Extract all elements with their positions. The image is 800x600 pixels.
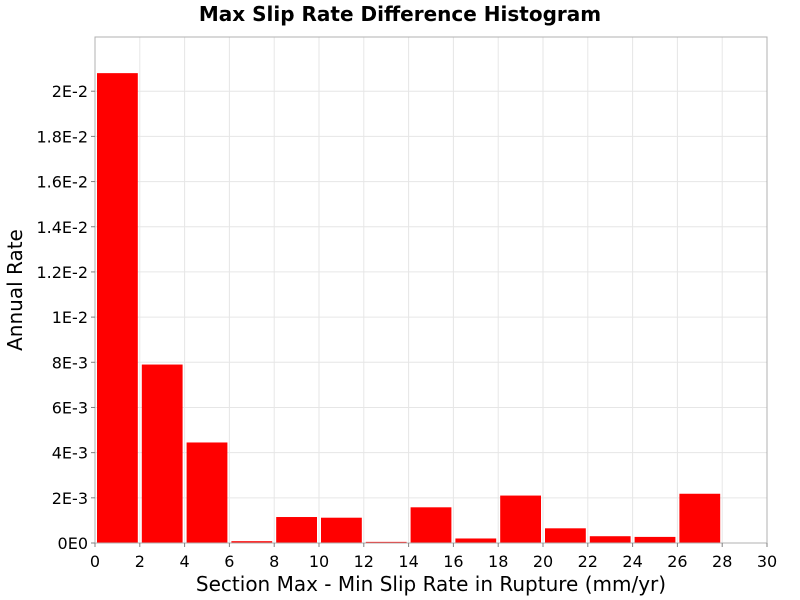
plot-area-frame [94,36,768,544]
histogram-bar [97,73,138,544]
histogram-bar [141,364,183,543]
x-tick-label: 10 [309,552,329,571]
y-tick-label: 1.2E-2 [36,263,88,282]
x-tick-label: 30 [757,552,777,571]
x-tick-label: 12 [354,552,374,571]
grid-lines [94,37,768,544]
x-tick-label: 28 [712,552,732,571]
y-axis-ticks: 0E0 2E-3 4E-3 6E-3 8E-3 1E-2 1.2E-2 1.4E-2 1.6E-… [36,82,95,553]
x-tick-label: 22 [578,552,598,571]
x-tick-label: 4 [180,552,190,571]
histogram-bar [321,517,362,543]
x-tick-label: 26 [667,552,687,571]
y-tick-label: 1E-2 [52,308,88,327]
x-tick-label: 20 [533,552,553,571]
x-axis-label: Section Max - Min Slip Rate in Rupture (… [196,572,666,596]
histogram-bar [276,517,317,543]
y-tick-label: 1.6E-2 [36,173,88,192]
x-tick-label: 16 [443,552,463,571]
y-tick-label: 4E-3 [52,444,88,463]
y-tick-label: 2E-2 [52,82,88,101]
histogram-bar [589,536,631,543]
histogram-bar [186,442,228,543]
histogram-bar [500,495,541,543]
histogram-bar [634,536,676,543]
y-tick-label: 2E-3 [52,489,88,508]
chart-title: Max Slip Rate Difference Histogram [199,2,601,26]
y-tick-label: 6E-3 [52,398,88,417]
histogram-bar [455,538,497,543]
x-tick-label: 6 [224,552,234,571]
histogram-bar [410,507,452,543]
x-tick-label: 8 [269,552,279,571]
x-tick-label: 24 [622,552,642,571]
y-axis-label: Annual Rate [3,229,27,351]
histogram-bar [365,541,407,543]
x-tick-label: 0 [90,552,100,571]
x-tick-label: 14 [398,552,418,571]
histogram-bar [679,493,721,543]
x-axis-ticks: 0 2 4 6 8 10 12 14 16 18 20 22 24 26 28 30 [90,543,777,571]
y-tick-label: 8E-3 [52,353,88,372]
x-tick-label: 2 [135,552,145,571]
y-tick-label: 0E0 [58,534,88,553]
histogram-bar [231,541,273,543]
bars [97,73,721,544]
x-tick-label: 18 [488,552,508,571]
y-tick-label: 1.8E-2 [36,127,88,146]
histogram-bar [545,528,586,543]
y-tick-label: 1.4E-2 [36,218,88,237]
